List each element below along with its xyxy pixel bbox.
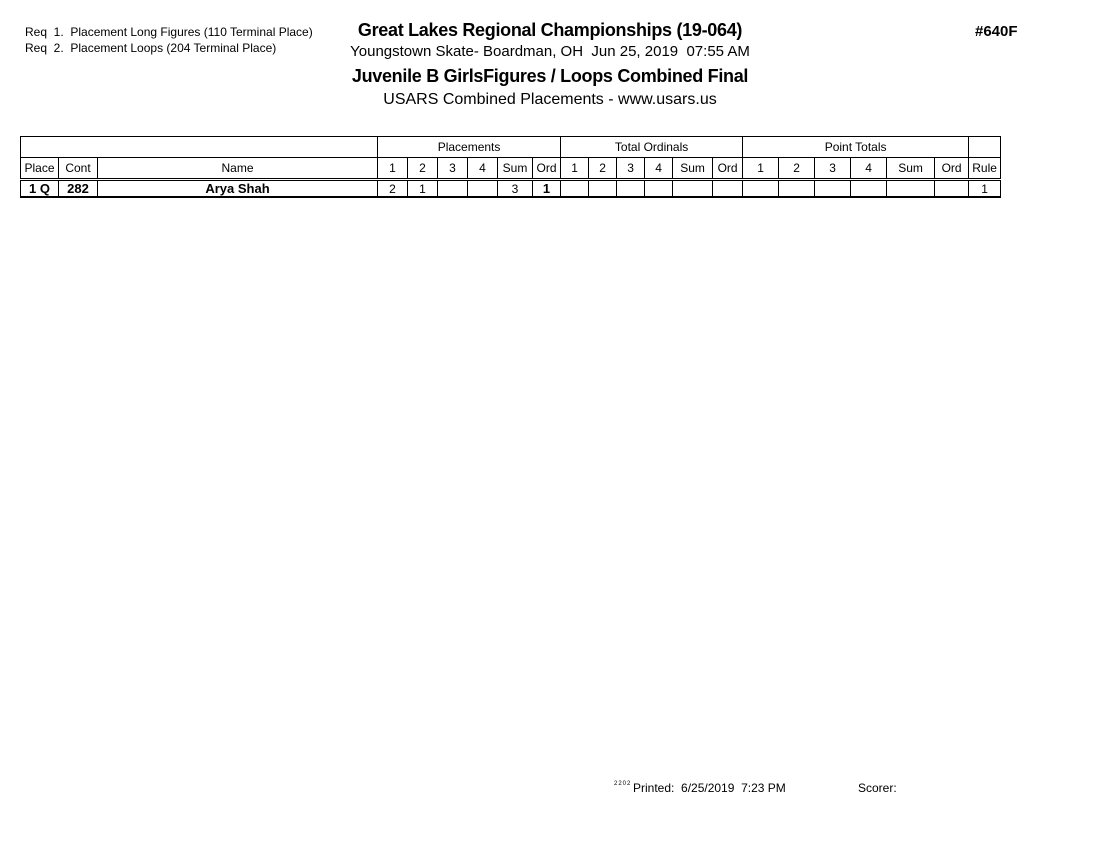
footer-code: 2202	[614, 781, 632, 787]
cell-points-1	[742, 178, 780, 198]
group-spacer-left	[19, 136, 379, 158]
cell-ordinals-2	[588, 178, 618, 198]
cell-placements-ord: 1	[532, 178, 562, 198]
document-number: #640F	[975, 23, 1018, 40]
cell-rule: 1	[968, 178, 1002, 198]
cell-ordinals-ord	[712, 178, 744, 198]
col-header-placements-sum: Sum	[497, 157, 534, 180]
cell-ordinals-sum	[672, 178, 714, 198]
scorer-label: Scorer:	[858, 781, 897, 795]
col-header-placements-ord: Ord	[532, 157, 562, 180]
cell-placements-sum: 3	[497, 178, 534, 198]
cell-points-2	[778, 178, 816, 198]
cell-ordinals-4	[644, 178, 674, 198]
org-line: USARS Combined Placements - www.usars.us	[383, 91, 717, 108]
cell-points-ord	[934, 178, 970, 198]
title-block: Great Lakes Regional Championships (19-0…	[0, 20, 1100, 109]
cell-placements-2: 1	[407, 178, 439, 198]
cell-points-4	[850, 178, 888, 198]
table-row: 1 Q 282 Arya Shah 2 1 3 1	[20, 178, 1002, 198]
col-header-rule: Rule	[968, 157, 1002, 180]
venue-date-line: Youngstown Skate- Boardman, OH Jun 25, 2…	[350, 43, 750, 60]
col-header-ordinals-4: 4	[644, 157, 674, 180]
col-header-name: Name	[96, 157, 379, 180]
col-header-placements-4: 4	[467, 157, 499, 180]
cell-name: Arya Shah	[96, 178, 379, 198]
event-title: Juvenile B GirlsFigures / Loops Combined…	[351, 66, 749, 86]
group-header-total-ordinals: Total Ordinals	[560, 136, 744, 158]
competition-title: Great Lakes Regional Championships (19-0…	[357, 20, 743, 40]
col-header-ordinals-sum: Sum	[672, 157, 714, 180]
requirements-block: Req 1. Placement Long Figures (110 Termi…	[25, 24, 313, 56]
col-header-points-sum: Sum	[886, 157, 936, 180]
col-header-points-3: 3	[814, 157, 852, 180]
cell-points-sum	[886, 178, 936, 198]
cell-placements-1: 2	[377, 178, 409, 198]
group-spacer-right	[968, 136, 1002, 158]
column-header-row: Place Cont Name 1 2 3 4 Sum Ord 1 2 3 4 …	[20, 157, 1002, 180]
col-header-cont: Cont	[58, 157, 98, 180]
col-header-ordinals-2: 2	[588, 157, 618, 180]
group-header-placements: Placements	[377, 136, 562, 158]
col-header-placements-2: 2	[407, 157, 439, 180]
requirement-line-2: Req 2. Placement Loops (204 Terminal Pla…	[25, 41, 277, 55]
col-header-ordinals-1: 1	[560, 157, 590, 180]
col-header-placements-1: 1	[377, 157, 409, 180]
col-header-placements-3: 3	[437, 157, 469, 180]
cell-placements-3	[437, 178, 469, 198]
group-header-point-totals: Point Totals	[742, 136, 970, 158]
cell-place: 1 Q	[20, 178, 59, 198]
col-header-points-2: 2	[778, 157, 816, 180]
cell-points-3	[814, 178, 852, 198]
requirement-line-1: Req 1. Placement Long Figures (110 Termi…	[25, 25, 313, 39]
col-header-points-4: 4	[850, 157, 888, 180]
cell-cont: 282	[58, 178, 98, 198]
results-table: Placements Total Ordinals Point Totals P…	[19, 136, 1002, 198]
col-header-points-1: 1	[742, 157, 780, 180]
printed-timestamp: Printed: 6/25/2019 7:23 PM	[633, 781, 786, 795]
group-header-row: Placements Total Ordinals Point Totals	[19, 136, 1002, 158]
col-header-points-ord: Ord	[934, 157, 970, 180]
col-header-ordinals-3: 3	[616, 157, 646, 180]
cell-ordinals-1	[560, 178, 590, 198]
cell-placements-4	[467, 178, 499, 198]
col-header-place: Place	[20, 157, 59, 180]
col-header-ordinals-ord: Ord	[712, 157, 744, 180]
cell-ordinals-3	[616, 178, 646, 198]
